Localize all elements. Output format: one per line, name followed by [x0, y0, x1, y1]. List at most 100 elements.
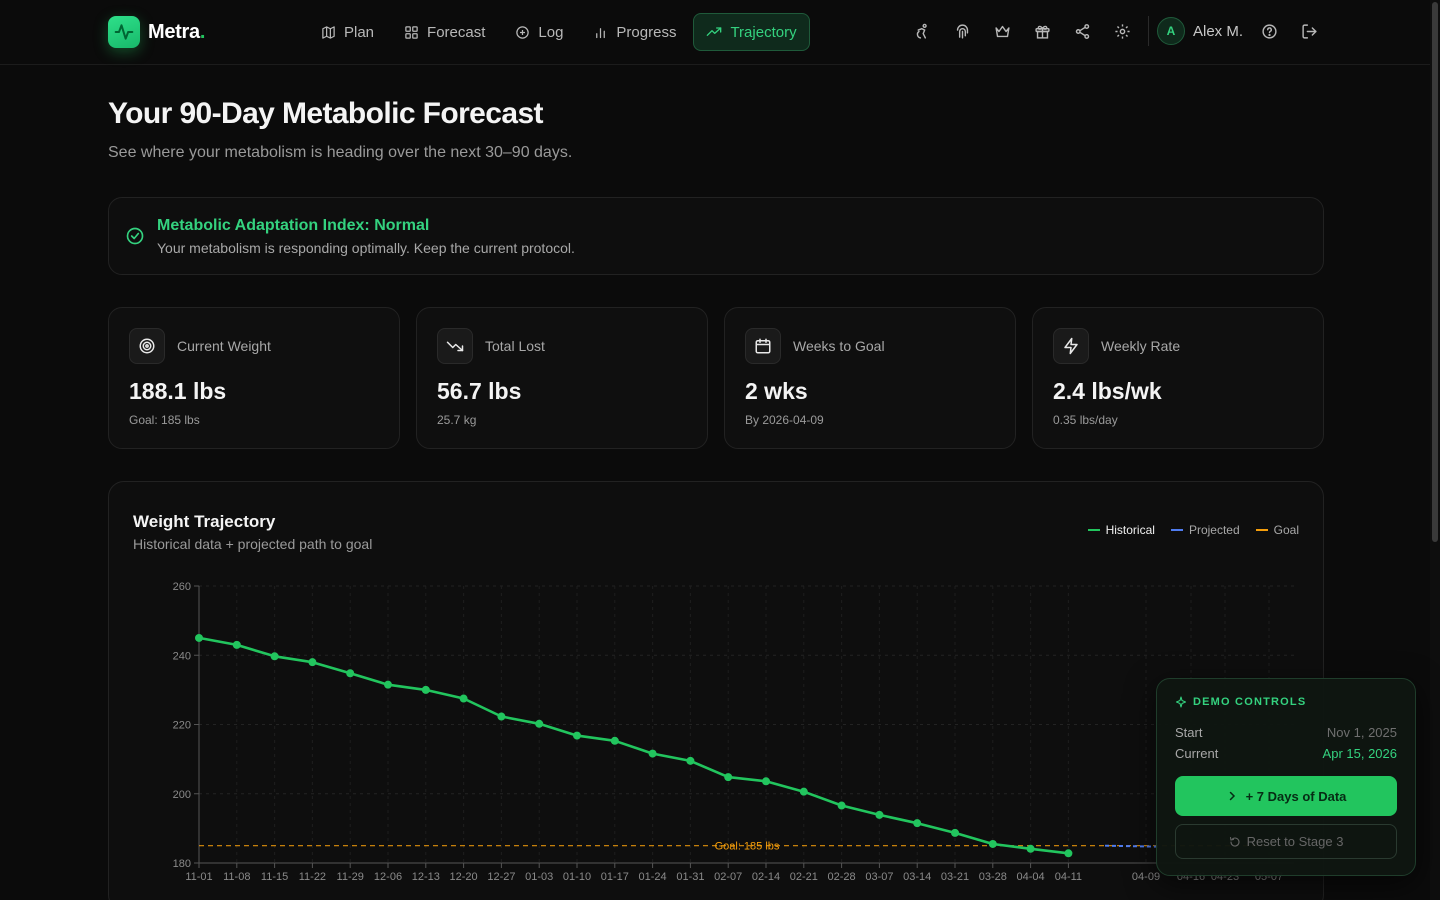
logout-icon[interactable] — [1293, 15, 1325, 47]
x-tick-label: 12-20 — [450, 871, 478, 883]
legend-goal[interactable]: Goal — [1255, 523, 1299, 537]
legend-historical[interactable]: Historical — [1087, 523, 1155, 537]
legend-label: Historical — [1105, 523, 1155, 537]
nav-plan-label: Plan — [344, 23, 375, 41]
x-tick-label: 01-03 — [525, 871, 553, 883]
x-tick-label: 01-31 — [676, 871, 704, 883]
nav-plan[interactable]: Plan — [308, 13, 387, 51]
stat-label: Weeks to Goal — [793, 338, 885, 354]
reset-stage-button[interactable]: Reset to Stage 3 — [1175, 824, 1397, 859]
bolt-icon — [1053, 328, 1089, 364]
nav-forecast[interactable]: Forecast — [391, 13, 498, 51]
x-tick-label: 04-09 — [1132, 871, 1160, 883]
nav-forecast-label: Forecast — [427, 23, 486, 41]
crown-icon[interactable] — [986, 15, 1018, 47]
historical-point — [799, 787, 808, 796]
stat-value: 2.4 lbs/wk — [1053, 378, 1162, 404]
projected-line — [1104, 844, 1160, 848]
legend-label: Projected — [1188, 523, 1240, 537]
banner-title: Metabolic Adaptation Index: Normal — [157, 217, 430, 234]
nav-progress[interactable]: Progress — [580, 13, 689, 51]
stat-sub: 25.7 kg — [437, 413, 477, 427]
chart-legend: Historical Projected Goal — [1072, 523, 1299, 537]
accessibility-icon[interactable] — [906, 15, 938, 47]
historical-point — [497, 712, 506, 721]
target-icon — [129, 328, 165, 364]
add-7-days-button[interactable]: + 7 Days of Data — [1175, 776, 1397, 816]
stat-label: Weekly Rate — [1101, 338, 1181, 354]
chevron-right-icon — [1229, 791, 1235, 801]
x-tick-label: 11-29 — [337, 871, 364, 883]
x-tick-label: 12-27 — [487, 871, 515, 883]
legend-swatch — [1170, 529, 1183, 531]
demo-current-value: Apr 15, 2026 — [1322, 746, 1397, 761]
historical-point — [837, 801, 846, 810]
chart-subtitle: Historical data + projected path to goal — [133, 536, 373, 552]
demo-controls-panel: DEMO CONTROLS Start Nov 1, 2025 Current … — [1156, 678, 1416, 876]
nav-trajectory[interactable]: Trajectory — [693, 13, 810, 51]
chart-title: Weight Trajectory — [133, 512, 276, 531]
historical-point — [875, 810, 884, 819]
avatar[interactable]: A — [1157, 17, 1185, 45]
x-tick-label: 11-01 — [185, 871, 212, 883]
demo-start-value: Nov 1, 2025 — [1326, 725, 1397, 740]
calendar-icon — [745, 328, 781, 364]
brand-logo[interactable]: Metra. — [108, 16, 205, 48]
historical-point — [610, 736, 619, 745]
stat-value: 56.7 lbs — [437, 378, 522, 404]
bar-chart-icon — [596, 27, 606, 38]
x-tick-label: 12-13 — [412, 871, 440, 883]
scrollbar[interactable] — [1430, 0, 1440, 900]
legend-swatch — [1255, 529, 1268, 531]
share-icon[interactable] — [1066, 15, 1098, 47]
historical-point — [232, 640, 241, 649]
x-tick-label: 04-04 — [1017, 871, 1045, 883]
historical-point — [988, 839, 997, 848]
user-name[interactable]: Alex M. — [1193, 22, 1244, 40]
x-tick-label: 03-28 — [979, 871, 1007, 883]
historical-point — [648, 749, 657, 758]
x-tick-label: 01-17 — [601, 871, 629, 883]
demo-current-label: Current — [1175, 746, 1219, 761]
stat-value: 2 wks — [745, 378, 808, 404]
trending-down-icon — [437, 328, 473, 364]
brand-name: Metra. — [148, 20, 206, 43]
x-tick-label: 02-21 — [790, 871, 818, 883]
historical-point — [421, 685, 430, 694]
help-icon[interactable] — [1253, 15, 1285, 47]
historical-point — [459, 694, 468, 703]
x-tick-label: 04-11 — [1055, 871, 1082, 883]
legend-label: Goal — [1273, 523, 1299, 537]
x-tick-label: 02-07 — [714, 871, 742, 883]
nav-log-label: Log — [538, 23, 564, 41]
banner-text: Your metabolism is responding optimally.… — [157, 240, 575, 256]
x-tick-label: 01-10 — [563, 871, 591, 883]
pulse-icon — [108, 16, 140, 48]
stat-label: Total Lost — [485, 338, 545, 354]
y-tick-label: 220 — [173, 720, 191, 732]
sparkle-icon — [1175, 696, 1187, 708]
stat-value: 188.1 lbs — [129, 378, 227, 404]
reset-icon — [1229, 836, 1240, 847]
scrollbar-thumb[interactable] — [1432, 2, 1438, 542]
nav-progress-label: Progress — [616, 23, 677, 41]
nav-log[interactable]: Log — [502, 13, 576, 51]
check-circle-icon — [125, 226, 145, 251]
demo-current-row: Current Apr 15, 2026 — [1175, 746, 1397, 761]
stat-card-weeks-to-goal: Weeks to Goal 2 wks By 2026-04-09 — [724, 307, 1016, 449]
gear-icon[interactable] — [1106, 15, 1138, 47]
stat-card-weekly-rate: Weekly Rate 2.4 lbs/wk 0.35 lbs/day — [1032, 307, 1324, 449]
fingerprint-icon[interactable] — [946, 15, 978, 47]
header-actions: A Alex M. — [906, 15, 1333, 47]
historical-point — [951, 828, 959, 837]
gift-icon[interactable] — [1026, 15, 1058, 47]
legend-projected[interactable]: Projected — [1170, 523, 1240, 537]
stat-sub: 0.35 lbs/day — [1053, 413, 1118, 427]
historical-line — [198, 636, 1069, 855]
demo-start-row: Start Nov 1, 2025 — [1175, 725, 1397, 740]
historical-point — [686, 756, 695, 765]
trending-up-icon — [707, 27, 722, 36]
x-tick-label: 02-14 — [752, 871, 780, 883]
historical-point — [724, 773, 733, 782]
stat-sub: Goal: 185 lbs — [129, 413, 200, 427]
